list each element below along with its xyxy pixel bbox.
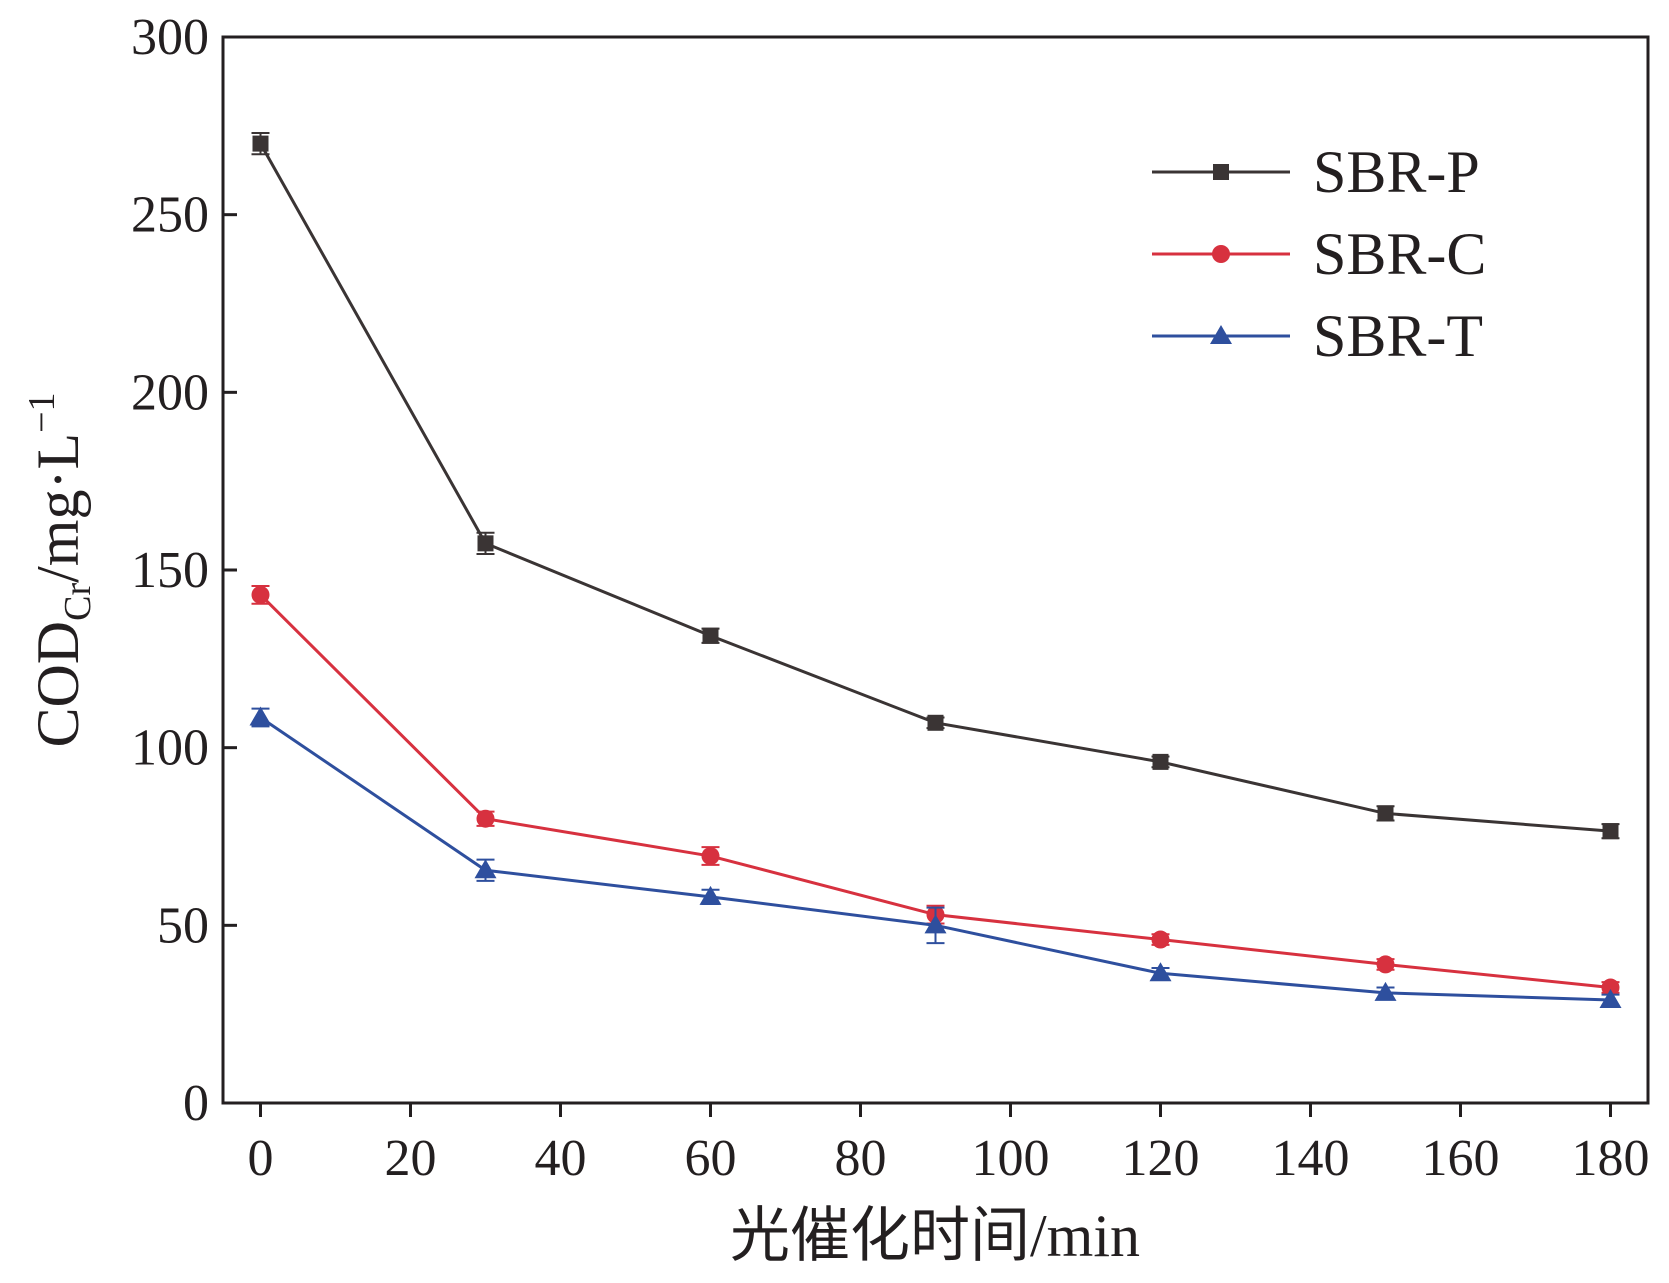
y-tick-label-250: 250 <box>131 187 209 244</box>
y-axis-title-unit: /mg·L <box>25 433 91 583</box>
data-point-sbr-p-150 <box>1377 805 1394 822</box>
data-point-sbr-c-150 <box>1376 955 1395 974</box>
y-axis-title-subscript: Cr <box>57 583 99 621</box>
legend-label-sbr-p: SBR-P <box>1313 139 1480 205</box>
legend-marker-sbr-c <box>1212 245 1230 263</box>
y-tick-label-150: 150 <box>131 542 209 599</box>
data-point-sbr-t-0 <box>249 706 272 726</box>
data-point-sbr-p-90 <box>927 714 944 731</box>
data-point-sbr-p-120 <box>1152 753 1169 770</box>
y-axis-title-superscript: −1 <box>21 392 63 432</box>
data-point-sbr-p-60 <box>702 627 719 644</box>
y-tick-label-0: 0 <box>183 1075 209 1132</box>
x-tick-label-60: 60 <box>685 1130 737 1187</box>
legend-marker-sbr-p <box>1213 164 1229 180</box>
y-tick-label-300: 300 <box>131 9 209 66</box>
y-axis-title-main: COD <box>25 621 91 748</box>
series-sbr-p <box>251 131 1620 840</box>
series-layer <box>249 131 1622 1008</box>
data-point-sbr-c-180 <box>1601 978 1620 997</box>
y-tick-label-50: 50 <box>157 897 209 954</box>
x-tick-label-160: 160 <box>1422 1130 1500 1187</box>
y-tick-label-200: 200 <box>131 364 209 421</box>
x-tick-label-80: 80 <box>835 1130 887 1187</box>
legend: SBR-P SBR-C SBR-T <box>1152 139 1486 369</box>
data-point-sbr-c-120 <box>1151 930 1170 949</box>
data-point-sbr-c-30 <box>476 809 495 828</box>
x-tick-label-0: 0 <box>248 1130 274 1187</box>
legend-label-sbr-c: SBR-C <box>1313 221 1486 287</box>
data-point-sbr-c-60 <box>701 847 720 866</box>
data-point-sbr-t-60 <box>699 885 722 905</box>
data-point-sbr-t-180 <box>1599 988 1622 1008</box>
data-point-sbr-t-30 <box>474 859 497 879</box>
x-tick-label-40: 40 <box>535 1130 587 1187</box>
legend-label-sbr-t: SBR-T <box>1313 303 1483 369</box>
data-point-sbr-t-90 <box>924 914 947 934</box>
x-tick-label-140: 140 <box>1272 1130 1350 1187</box>
data-point-sbr-p-0 <box>252 135 269 152</box>
x-tick-label-180: 180 <box>1572 1130 1650 1187</box>
x-axis-title: 光催化时间/min <box>730 1203 1140 1269</box>
data-point-sbr-p-30 <box>477 535 494 552</box>
data-point-sbr-t-150 <box>1374 981 1397 1001</box>
y-tick-label-100: 100 <box>131 720 209 777</box>
series-sbr-t <box>249 706 1622 1008</box>
x-tick-label-100: 100 <box>972 1130 1050 1187</box>
y-axis: 0 50 100 150 200 250 300 <box>131 9 237 1132</box>
x-axis: 0 20 40 60 80 100 120 140 160 180 <box>248 1103 1650 1187</box>
x-tick-label-20: 20 <box>385 1130 437 1187</box>
y-axis-title: CODCr/mg·L−1 <box>21 392 99 747</box>
data-point-sbr-t-120 <box>1149 962 1172 982</box>
x-tick-label-120: 120 <box>1122 1130 1200 1187</box>
data-point-sbr-c-0 <box>251 585 270 604</box>
legend-marker-sbr-t <box>1210 325 1232 344</box>
data-point-sbr-p-180 <box>1602 823 1619 840</box>
